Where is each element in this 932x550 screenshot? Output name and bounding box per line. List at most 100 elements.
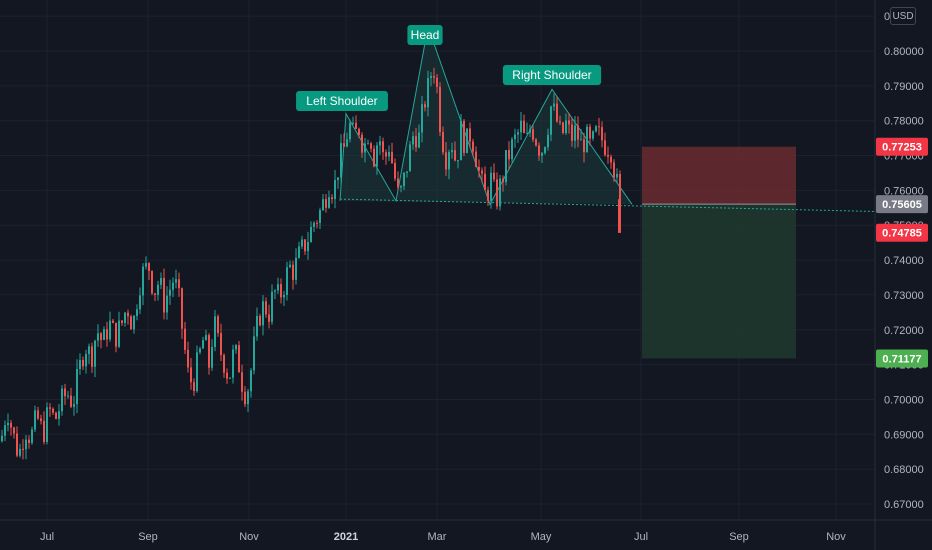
- candle-body: [574, 125, 576, 141]
- candle-body: [319, 210, 321, 223]
- candle-body: [538, 145, 540, 156]
- candle-body: [7, 422, 9, 426]
- candle-body: [550, 106, 552, 135]
- candle-body: [376, 145, 378, 167]
- price-tick-label: 0.69000: [884, 429, 924, 441]
- candle-body: [535, 139, 537, 146]
- candle-body: [610, 156, 612, 163]
- head-label: Head: [411, 28, 440, 42]
- price-tick-label: 0.70000: [884, 394, 924, 406]
- candle-body: [583, 139, 585, 153]
- candle-body: [211, 346, 213, 368]
- candle-body: [412, 136, 414, 145]
- candle-body: [280, 284, 282, 298]
- candle-body: [601, 127, 603, 141]
- candle-body: [271, 291, 273, 322]
- candle-body: [142, 266, 144, 296]
- candle-body: [529, 129, 531, 133]
- candle-body: [31, 429, 33, 443]
- candle-body: [187, 349, 189, 368]
- candle-body: [463, 120, 465, 153]
- risk-reward-zones: [642, 146, 796, 359]
- candle-body: [559, 121, 561, 123]
- candle-body: [277, 284, 279, 291]
- candle-body: [613, 162, 615, 178]
- candle-body: [340, 143, 342, 178]
- candle-body: [82, 360, 84, 367]
- time-tick-label: Sep: [138, 531, 158, 543]
- candle-body: [292, 264, 294, 280]
- candle-body: [265, 301, 267, 315]
- candle-body: [511, 139, 513, 160]
- candle-body: [67, 395, 69, 397]
- candle-body: [295, 257, 297, 280]
- candle-body: [163, 278, 165, 313]
- candle-body: [355, 122, 357, 129]
- candle-body: [124, 312, 126, 323]
- candle-body: [139, 295, 141, 310]
- head-label-bg: [407, 25, 443, 45]
- candle-body: [73, 404, 75, 407]
- candle-body: [88, 346, 90, 354]
- candle-body: [373, 148, 375, 167]
- candle-body: [322, 199, 324, 211]
- candle-body: [40, 418, 42, 421]
- price-axis[interactable]: 0.670000.680000.690000.700000.710000.720…: [874, 0, 924, 550]
- last-price-text: 0.74785: [882, 228, 922, 240]
- candle-body: [274, 290, 276, 292]
- candle-body: [403, 172, 405, 187]
- candle-body: [202, 340, 204, 349]
- candle-body: [442, 132, 444, 153]
- candle-body: [94, 340, 96, 367]
- candle-body: [424, 104, 426, 108]
- candle-body: [259, 315, 261, 326]
- candle-body: [553, 103, 555, 107]
- time-tick-label: Jul: [40, 531, 54, 543]
- stop-price-tag: [876, 137, 928, 156]
- time-tick-label: Mar: [428, 531, 447, 543]
- candle-body: [103, 329, 105, 340]
- candle-body: [49, 407, 51, 409]
- candle-body: [595, 126, 597, 132]
- candle-body: [556, 103, 558, 122]
- candle-body: [118, 320, 120, 347]
- candle-body: [34, 410, 36, 430]
- candle-body: [133, 315, 135, 330]
- candle-body: [592, 131, 594, 139]
- candle-body: [46, 407, 48, 442]
- candle-body: [226, 372, 228, 379]
- candle-body: [199, 348, 201, 353]
- candle-body: [262, 301, 264, 326]
- candle-body: [298, 246, 300, 258]
- candle-body: [313, 222, 315, 227]
- candle-body: [166, 295, 168, 313]
- time-tick-label: May: [531, 531, 552, 543]
- time-axis[interactable]: Jul Sep Nov 2021 Mar May Jul Sep Nov: [0, 519, 932, 543]
- candle-body: [478, 166, 480, 171]
- candle-body: [388, 151, 390, 157]
- candle-body: [394, 162, 396, 179]
- candle-body: [172, 282, 174, 290]
- candle-body: [22, 448, 24, 450]
- candle-body: [4, 425, 6, 436]
- candle-body: [472, 141, 474, 152]
- candle-body: [418, 132, 420, 148]
- currency-badge[interactable]: USD: [890, 7, 916, 25]
- candle-body: [112, 320, 114, 323]
- candle-body: [268, 314, 270, 322]
- candle-body: [352, 122, 354, 124]
- candle-body: [127, 312, 129, 317]
- candle-body: [448, 152, 450, 170]
- candle-body: [451, 150, 453, 153]
- candle-body: [454, 150, 456, 161]
- candle-body: [208, 335, 210, 368]
- candle-body: [58, 411, 60, 419]
- candle-body: [496, 179, 498, 207]
- candle-body: [490, 172, 492, 201]
- candle-body: [505, 149, 507, 183]
- time-tick-label: Nov: [239, 531, 259, 543]
- price-tick-label: 0.74000: [884, 255, 924, 267]
- candle-body: [616, 173, 618, 178]
